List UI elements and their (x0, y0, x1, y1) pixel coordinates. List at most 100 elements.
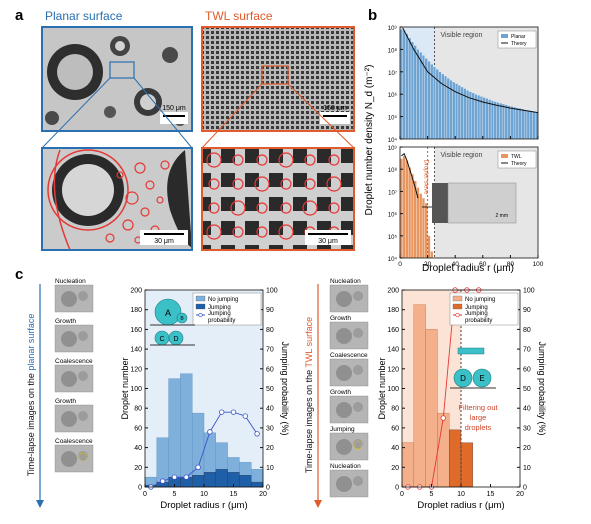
density-bar (485, 98, 489, 140)
y2label: Jumping probability (%) (537, 341, 547, 435)
ytick-label: 120 (130, 366, 142, 373)
ytick-label: 180 (130, 307, 142, 314)
stage-label: Growth (55, 318, 76, 325)
density-bar (504, 104, 508, 140)
twl-timelapse-strip: Time-lapse images on the TWL surface Nuc… (304, 278, 369, 508)
y2tick-label: 50 (266, 386, 274, 393)
stage-droplet (336, 291, 352, 307)
legend-swatch (501, 34, 508, 38)
density-bar (410, 41, 414, 140)
density-bar (416, 49, 420, 140)
ytick-label: 10⁹ (388, 25, 398, 32)
ytick-label: 10⁷ (388, 189, 397, 196)
density-bar (419, 52, 423, 140)
density-bar (510, 106, 514, 140)
twl-droplet-ring (302, 200, 318, 216)
no-jumping-bar (437, 412, 450, 488)
xtick-label: 20 (516, 491, 524, 498)
xtick-label: 10 (457, 491, 465, 498)
density-bar (419, 193, 423, 259)
density-bar (474, 94, 478, 140)
ytick-label: 60 (391, 425, 399, 432)
stage-droplet (78, 291, 88, 301)
panel-label-a: a (15, 7, 24, 24)
stage-droplet (61, 411, 77, 427)
xtick-label: 80 (507, 261, 515, 268)
probability-point (440, 415, 446, 421)
ytick-label: 80 (134, 406, 142, 413)
ytick-label: 20 (391, 465, 399, 472)
plot-frame (399, 146, 539, 259)
ytick-label: 200 (387, 288, 399, 295)
stage-droplet (78, 371, 88, 381)
stage-label: Coalescence (55, 358, 93, 365)
y2tick-label: 30 (266, 425, 274, 432)
twl-droplet-ring (278, 224, 294, 240)
ytick-label: 10⁸ (388, 167, 398, 174)
twl-droplet-ring (256, 226, 268, 238)
theory-line (402, 27, 539, 114)
panel-b-ylabel: Droplet number density N_d (m⁻²) (364, 65, 375, 216)
jumping-bar (215, 469, 228, 488)
planar-timelapse-strip: Time-lapse images on the planar surface … (26, 278, 94, 508)
twl-droplet-ring (232, 178, 244, 190)
y2tick-label: 80 (523, 327, 531, 334)
xtick-label: 0 (143, 491, 147, 498)
ytick-label: 40 (134, 445, 142, 452)
density-bar (529, 110, 533, 140)
density-bar (535, 111, 539, 140)
ytick-label: 10⁴ (388, 137, 398, 144)
density-bar (499, 102, 503, 140)
schematic-droplet-d (453, 368, 473, 388)
ytick-label: 0 (138, 485, 142, 492)
legend-label: No jumping (465, 297, 495, 303)
stage-droplet (336, 328, 352, 344)
jumping-bar (239, 475, 252, 488)
no-jumping-bar (168, 378, 181, 488)
density-bar (518, 108, 522, 140)
scale-bar-bottom-left: 30 μm (154, 238, 174, 245)
filter-note-line1: Filtering out (458, 403, 498, 412)
coalescence-marker (78, 452, 88, 462)
filter-note-line3: droplets (465, 423, 492, 432)
y2tick-label: 90 (266, 307, 274, 314)
y2tick-label: 0 (523, 485, 527, 492)
legend-label: No jumping (208, 297, 238, 303)
visible-region-label: Visible region (441, 152, 483, 159)
chart-c-right: 0204060801001201401601802000102030405060… (377, 287, 547, 511)
density-bar (408, 167, 412, 259)
twl-droplet-ring (206, 152, 222, 168)
twl-droplet-ring (326, 176, 342, 192)
xtick-label: 60 (479, 261, 487, 268)
stage-label: Jumping (330, 426, 355, 433)
schematic-label-b: B (180, 316, 184, 322)
jumping-bar (251, 481, 264, 488)
plot-frame (399, 26, 539, 140)
y2tick-label: 60 (523, 366, 531, 373)
stage-droplet (336, 476, 352, 492)
y2tick-label: 20 (523, 445, 531, 452)
xtick-label: 10 (200, 491, 208, 498)
probability-line (150, 411, 258, 488)
ytick-label: 160 (387, 327, 399, 334)
y2tick-label: 40 (266, 406, 274, 413)
twl-micrograph-top: 150 μm (202, 27, 354, 131)
stage-droplet (353, 402, 363, 412)
schematic-droplet-b (176, 312, 188, 324)
legend-swatch (195, 303, 206, 310)
jumping-bar (449, 429, 462, 488)
legend-swatch-marker (198, 312, 203, 318)
twl-droplet-ring (278, 152, 294, 168)
probability-point (242, 413, 248, 419)
probability-point (254, 431, 260, 437)
y2tick-label: 10 (523, 465, 531, 472)
no-jumping-bar (180, 373, 193, 488)
density-bar (496, 102, 500, 140)
ytick-label: 10⁷ (388, 70, 397, 77)
y2tick-label: 30 (523, 425, 531, 432)
visible-region-label: Visible region (441, 32, 483, 39)
ylabel: Droplet number (377, 357, 387, 419)
probability-point (183, 474, 189, 480)
density-bar (493, 101, 497, 140)
twl-droplet-ring (230, 200, 246, 216)
